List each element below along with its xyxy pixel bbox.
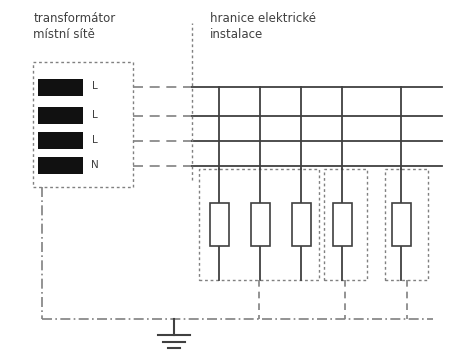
Bar — [324, 169, 367, 280]
Bar — [210, 203, 229, 246]
Bar — [333, 203, 351, 246]
Bar — [38, 157, 83, 174]
Bar — [385, 169, 428, 280]
Text: L: L — [92, 81, 97, 91]
Bar — [292, 203, 311, 246]
Text: L: L — [92, 135, 97, 145]
Text: transformátor
místní sítě: transformátor místní sítě — [33, 12, 116, 41]
Bar — [38, 132, 83, 149]
Bar — [33, 62, 133, 187]
Bar — [38, 78, 83, 96]
Bar — [392, 203, 411, 246]
Bar — [199, 169, 319, 280]
Text: N: N — [90, 160, 98, 170]
Bar — [251, 203, 270, 246]
Bar — [38, 107, 83, 124]
Text: hranice elektrické
instalace: hranice elektrické instalace — [210, 12, 316, 41]
Text: L: L — [92, 110, 97, 120]
